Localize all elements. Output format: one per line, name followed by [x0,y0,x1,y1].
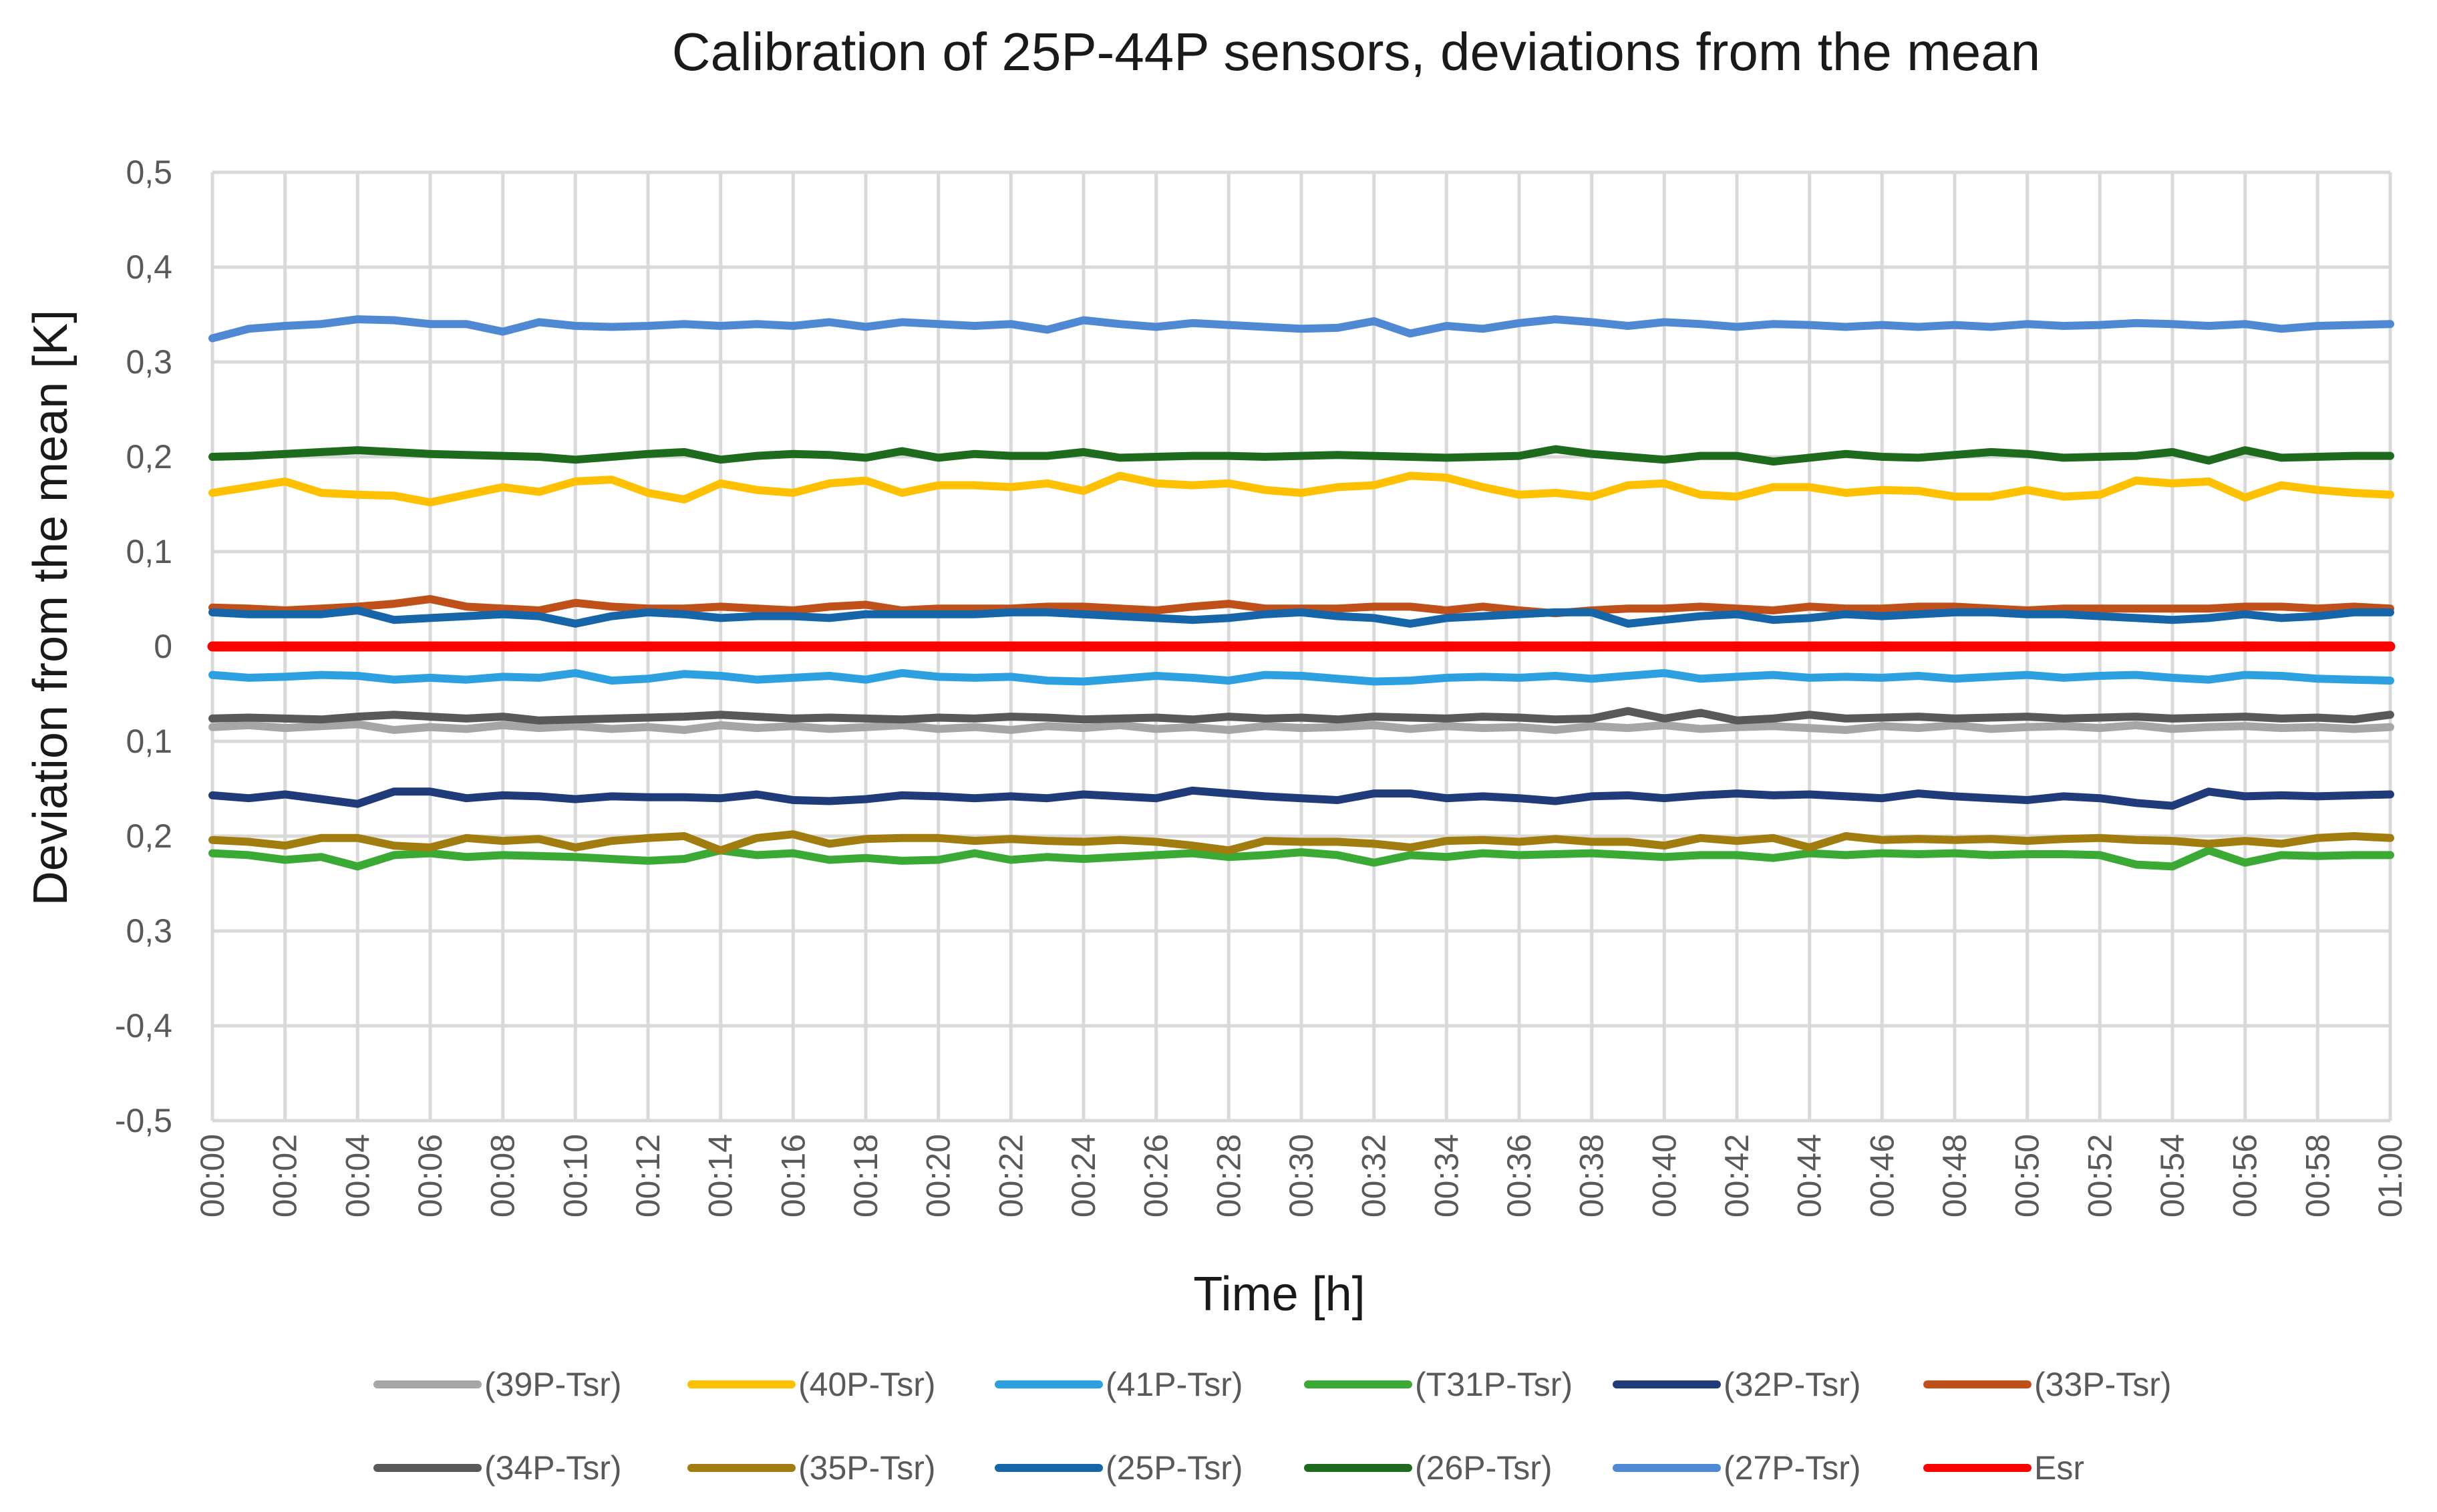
x-tick-label: 00:50 [2009,1134,2046,1217]
series-line-t31p-tsr [208,846,2394,871]
series-line-26p-tsr [208,445,2394,466]
x-tick-label: 00:56 [2227,1134,2264,1217]
y-tick-label: 0,2 [126,817,172,855]
legend-label-t31p-tsr: (T31P-Tsr) [1415,1366,1573,1403]
y-tick-label: 0,1 [126,723,172,760]
x-tick-label: 00:12 [629,1134,667,1217]
x-axis-ticks: 00:00 00:02 00:04 00:06 00:08 00:10 00:12 00:14… [194,1134,2409,1217]
series-line-34p-tsr [208,707,2394,725]
series-line-32p-tsr [208,786,2394,810]
x-tick-label: 00:46 [1863,1134,1901,1217]
x-tick-label: 00:52 [2081,1134,2118,1217]
legend-label-34p-tsr: (34P-Tsr) [484,1449,622,1487]
legend-label-33p-tsr: (33P-Tsr) [2034,1366,2172,1403]
x-tick-label: 00:42 [1718,1134,1756,1217]
series-line-41p-tsr [208,669,2394,686]
legend-label-39p-tsr: (39P-Tsr) [484,1366,622,1403]
x-tick-label: 00:32 [1355,1134,1393,1217]
x-tick-label: 00:02 [267,1134,304,1217]
legend-label-40p-tsr: (40P-Tsr) [798,1366,936,1403]
legend-label-41p-tsr: (41P-Tsr) [1106,1366,1243,1403]
x-tick-label: 00:40 [1645,1134,1683,1217]
x-tick-label: 01:00 [2372,1134,2409,1217]
y-tick-label: 0 [154,628,172,665]
x-tick-label: 00:30 [1283,1134,1320,1217]
x-tick-label: 00:38 [1573,1134,1611,1217]
x-tick-label: 00:48 [1936,1134,1973,1217]
series-lines [207,315,2396,871]
legend-label-esr: Esr [2034,1449,2084,1487]
y-tick-label: 0,3 [126,912,172,950]
x-axis-label: Time [h] [1193,1268,1365,1321]
x-tick-label: 00:20 [920,1134,957,1217]
chart-title: Calibration of 25P-44P sensors, deviatio… [672,22,2041,81]
series-line-40p-tsr [208,471,2394,507]
y-tick-label: 0,3 [126,343,172,381]
y-tick-label: 0,4 [126,248,172,286]
series-line-25p-tsr [208,606,2394,628]
x-tick-label: 00:16 [774,1134,812,1217]
legend-label-32p-tsr: (32P-Tsr) [1724,1366,1861,1403]
x-tick-label: 00:00 [194,1134,231,1217]
x-tick-label: 00:04 [339,1134,376,1217]
y-tick-label: -0,5 [115,1102,172,1139]
x-tick-label: 00:54 [2154,1134,2191,1217]
series-line-35p-tsr [208,830,2394,855]
legend-label-35p-tsr: (35P-Tsr) [798,1449,936,1487]
y-tick-label: 0,2 [126,438,172,476]
legend-label-27p-tsr: (27P-Tsr) [1724,1449,1861,1487]
x-tick-label: 00:58 [2299,1134,2336,1217]
legend: (39P-Tsr) (40P-Tsr) (41P-Tsr) (T31P-Tsr) (32… [373,1366,2172,1487]
x-tick-label: 00:14 [702,1134,740,1217]
x-tick-label: 00:22 [992,1134,1029,1217]
y-tick-label: -0,4 [115,1007,172,1045]
x-tick-label: 00:24 [1065,1134,1102,1217]
x-tick-label: 00:10 [556,1134,594,1217]
y-tick-label: 0,5 [126,154,172,191]
series-line-39p-tsr [208,720,2394,734]
x-tick-label: 00:34 [1428,1134,1465,1217]
x-tick-label: 00:28 [1210,1134,1247,1217]
x-tick-label: 00:06 [412,1134,449,1217]
x-tick-label: 00:44 [1791,1134,1828,1217]
y-axis-ticks: -0,5 -0,4 0,3 0,2 0,1 0 0,1 0,2 0,3 0,4 0,5 [115,154,172,1139]
x-tick-label: 00:36 [1500,1134,1538,1217]
legend-label-25p-tsr: (25P-Tsr) [1106,1449,1243,1487]
legend-label-26p-tsr: (26P-Tsr) [1415,1449,1553,1487]
series-line-27p-tsr [208,315,2394,343]
x-tick-label: 00:08 [484,1134,522,1217]
x-tick-label: 00:18 [847,1134,884,1217]
y-tick-label: 0,1 [126,533,172,570]
x-tick-label: 00:26 [1138,1134,1175,1217]
y-axis-label: Deviation from the mean [K] [24,310,77,906]
